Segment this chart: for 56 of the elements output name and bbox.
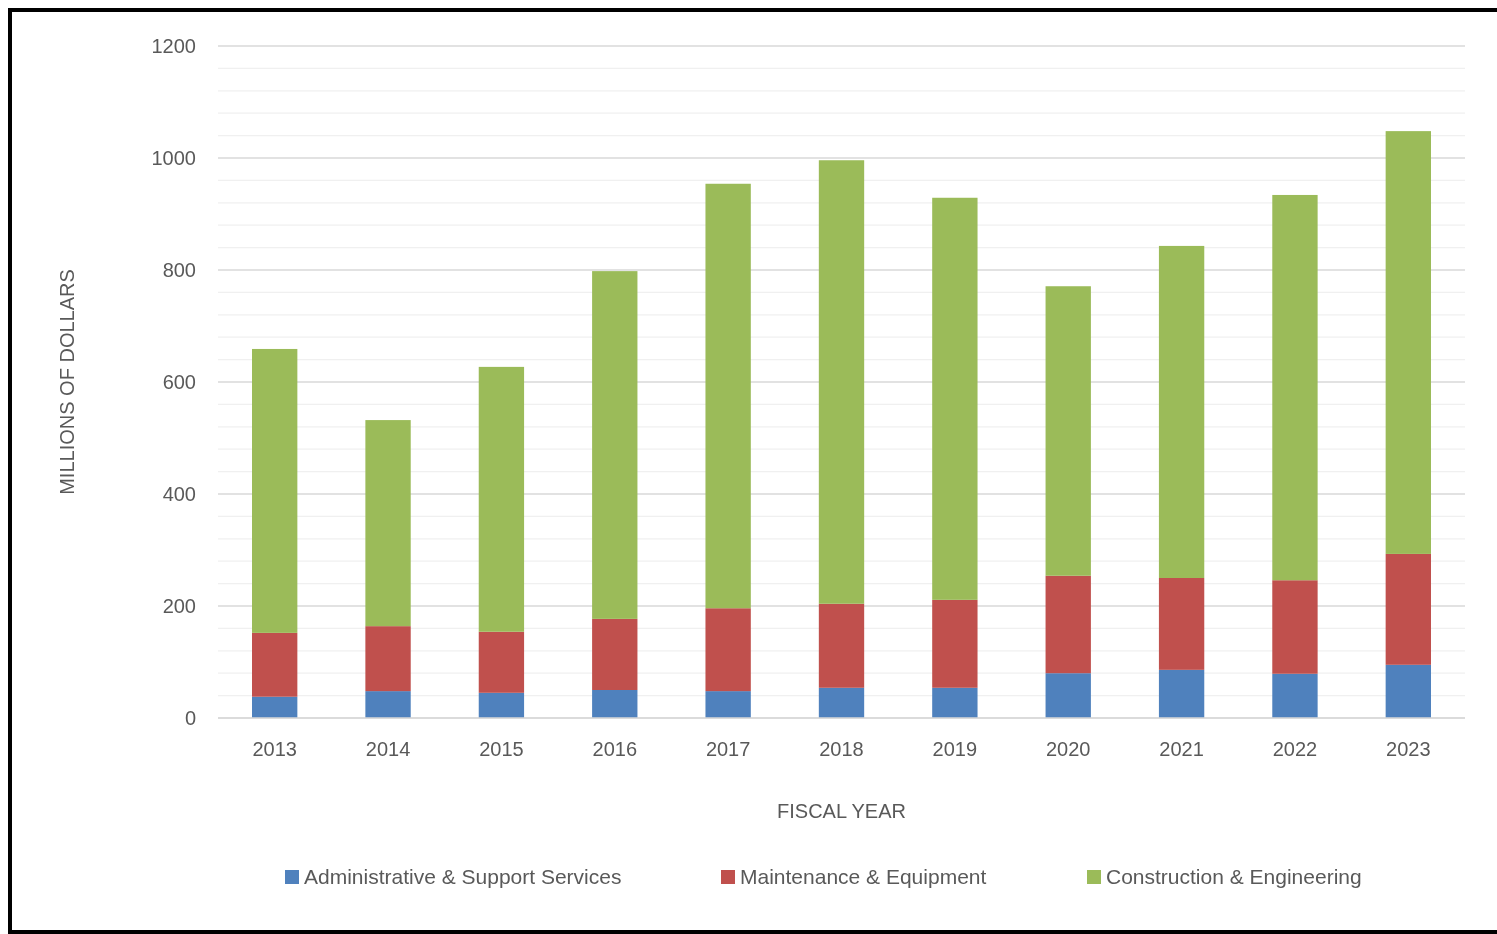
x-tick-label: 2023	[1386, 738, 1431, 760]
y-axis-title: MILLIONS OF DOLLARS	[56, 269, 78, 495]
x-tick-label: 2017	[705, 738, 751, 760]
y-tick-label: 200	[162, 595, 196, 617]
bar	[252, 632, 298, 697]
x-tick-label: 2014	[365, 738, 411, 760]
x-tick-label: 2015	[479, 738, 524, 760]
bar	[252, 696, 298, 718]
x-tick-label: 2020	[1045, 738, 1091, 760]
x-tick-label: 2019	[932, 738, 978, 760]
x-axis-title: FISCAL YEAR	[777, 800, 906, 822]
bar	[592, 690, 638, 718]
bar	[1045, 673, 1091, 718]
y-tick-label: 0	[184, 707, 196, 729]
bar	[705, 183, 751, 609]
x-tick-label: 2016	[592, 738, 638, 760]
bar	[818, 603, 865, 688]
bar	[1158, 245, 1205, 578]
bar	[365, 626, 411, 692]
bar	[252, 348, 298, 633]
bar	[932, 197, 978, 600]
legend-label: Construction & Engineering	[1106, 865, 1362, 889]
x-tick-label: 2018	[819, 738, 864, 760]
bar	[932, 599, 978, 688]
x-tick-label: 2022	[1272, 738, 1318, 760]
bar	[1045, 286, 1091, 576]
bar	[365, 420, 411, 627]
bar	[478, 366, 525, 632]
bar	[592, 618, 638, 690]
legend-label: Administrative & Support Services	[304, 865, 622, 889]
y-tick-label: 400	[162, 483, 196, 505]
bar	[365, 691, 411, 718]
bar	[1272, 580, 1318, 674]
bar	[1272, 194, 1318, 581]
y-tick-label: 800	[162, 259, 196, 281]
y-tick-label: 1000	[151, 147, 196, 169]
bar	[705, 608, 751, 692]
bar	[932, 687, 978, 718]
bar	[1272, 673, 1318, 718]
x-tick-label: 2021	[1159, 738, 1204, 760]
y-tick-label: 1200	[151, 35, 196, 57]
bar	[592, 271, 638, 619]
bar	[705, 691, 751, 718]
y-tick-label: 600	[162, 371, 196, 393]
bar	[818, 160, 865, 604]
bar	[818, 687, 865, 718]
x-tick-label: 2013	[252, 738, 297, 760]
legend-label: Maintenance & Equipment	[740, 865, 987, 889]
bar	[478, 631, 525, 693]
bar	[1385, 553, 1431, 665]
bar	[1158, 578, 1205, 670]
bar	[1385, 131, 1431, 554]
bar	[1385, 664, 1431, 718]
bar	[1158, 669, 1205, 718]
bar	[1045, 575, 1091, 674]
bar	[478, 692, 525, 718]
